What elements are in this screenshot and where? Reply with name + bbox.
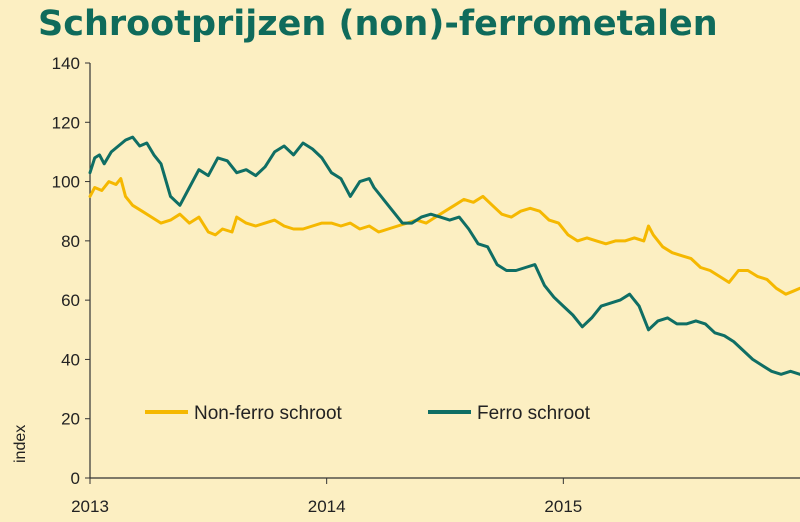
legend-label: Ferro schroot bbox=[477, 403, 591, 424]
y-tick-label: 120 bbox=[52, 113, 80, 132]
y-axis-ticks: 0 20 40 60 80 100 120 140 bbox=[52, 54, 90, 488]
legend-label: Non-ferro schroot bbox=[194, 403, 343, 424]
series-line-ferro bbox=[88, 135, 800, 376]
y-axis-label: index bbox=[12, 425, 29, 463]
y-tick-label: 60 bbox=[61, 291, 80, 310]
y-tick-label: 0 bbox=[71, 469, 80, 488]
chart-title: Schrootprijzen (non)-ferrometalen bbox=[38, 4, 718, 44]
y-tick-label: 80 bbox=[61, 232, 80, 251]
axes bbox=[89, 63, 800, 479]
y-tick-label: 20 bbox=[61, 410, 80, 429]
series-lines bbox=[88, 135, 800, 376]
series-line-non-ferro bbox=[88, 177, 800, 296]
x-tick-label: 2013 bbox=[71, 497, 109, 516]
x-axis-ticks: 2013 2014 2015 bbox=[71, 478, 582, 516]
x-tick-label: 2014 bbox=[308, 497, 346, 516]
y-tick-label: 40 bbox=[61, 350, 80, 369]
x-tick-label: 2015 bbox=[544, 497, 582, 516]
legend: Non-ferro schroot Ferro schroot bbox=[145, 403, 591, 424]
y-tick-label: 100 bbox=[52, 173, 80, 192]
y-tick-label: 140 bbox=[52, 54, 80, 73]
